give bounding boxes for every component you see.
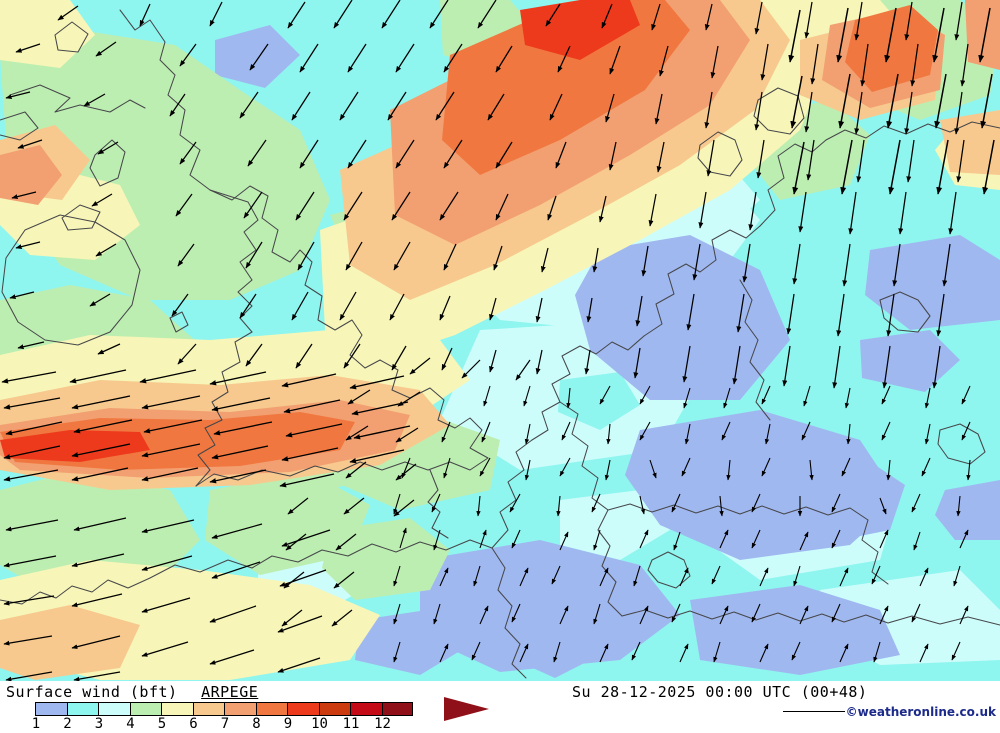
map-title: Surface wind (bft) ARPEGE — [6, 683, 258, 701]
legend-swatch-6 — [192, 702, 224, 716]
credit-rule — [782, 711, 845, 712]
legend-swatch-4 — [129, 702, 161, 716]
wind-scale-legend[interactable]: 1 2 3 4 5 6 7 8 9 10 11 12 — [31, 697, 489, 732]
model-name-label[interactable]: ARPEGE — [201, 683, 259, 701]
copyright-credit[interactable]: ©weatheronline.co.uk — [782, 705, 996, 719]
legend-swatch-12 — [381, 702, 413, 716]
legend-swatch-3 — [98, 702, 130, 716]
legend-tick-4: 4 — [126, 716, 135, 732]
map-footer: Surface wind (bft) ARPEGE Su 28-12-2025 … — [0, 681, 1000, 733]
legend-swatch-1 — [35, 702, 67, 716]
legend-swatch-10 — [318, 702, 350, 716]
legend-swatch-11 — [350, 702, 382, 716]
forecast-timestamp: Su 28-12-2025 00:00 UTC (00+48) — [572, 683, 868, 701]
legend-tick-8: 8 — [252, 716, 261, 732]
legend-tick-7: 7 — [220, 716, 230, 732]
parameter-label: Surface wind (bft) — [6, 683, 178, 701]
legend-tick-1: 1 — [31, 716, 41, 732]
legend-swatch-5 — [161, 702, 193, 716]
legend-tick-2: 2 — [63, 716, 72, 732]
legend-tick-9: 9 — [283, 716, 293, 732]
legend-tick-labels: 1 2 3 4 5 6 7 8 9 10 11 12 — [31, 716, 413, 732]
legend-tick-3: 3 — [94, 716, 104, 732]
legend-swatch-7 — [224, 702, 256, 716]
legend-swatch-2 — [66, 702, 98, 716]
legend-tick-5: 5 — [157, 716, 167, 732]
weather-map-canvas[interactable] — [0, 0, 1000, 681]
legend-tick-12: 12 — [374, 716, 391, 732]
legend-swatch-9 — [287, 702, 319, 716]
wind-field-map — [0, 0, 1000, 681]
legend-tick-6: 6 — [189, 716, 198, 732]
legend-overflow-arrow — [444, 697, 489, 721]
legend-tick-10: 10 — [311, 716, 328, 732]
credit-text: ©weatheronline.co.uk — [845, 705, 996, 719]
legend-swatch-8 — [255, 702, 287, 716]
legend-tick-11: 11 — [342, 716, 360, 732]
legend-color-bar — [35, 702, 413, 716]
